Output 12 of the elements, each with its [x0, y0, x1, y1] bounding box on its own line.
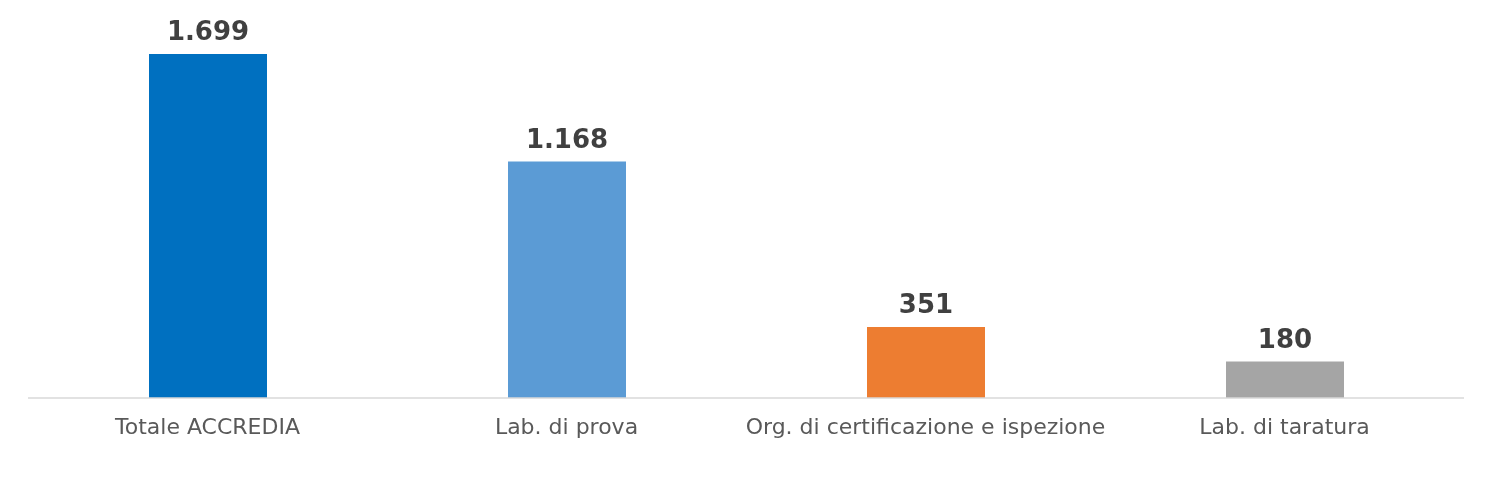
data-label: 180	[1257, 323, 1313, 354]
x-tick-label: Totale ACCREDIA	[114, 413, 300, 439]
bar	[867, 326, 985, 398]
data-label: 1.699	[166, 16, 250, 46]
x-tick-label: Org. di certificazione e ispezione	[745, 413, 1106, 439]
x-tick-label: Lab. di prova	[494, 413, 639, 439]
data-label: 1.168	[525, 123, 609, 154]
data-label: 351	[898, 288, 954, 319]
bar	[1226, 361, 1344, 398]
x-tick-label: Lab. di taratura	[1199, 413, 1370, 439]
bar	[149, 54, 267, 398]
bar	[508, 161, 626, 398]
